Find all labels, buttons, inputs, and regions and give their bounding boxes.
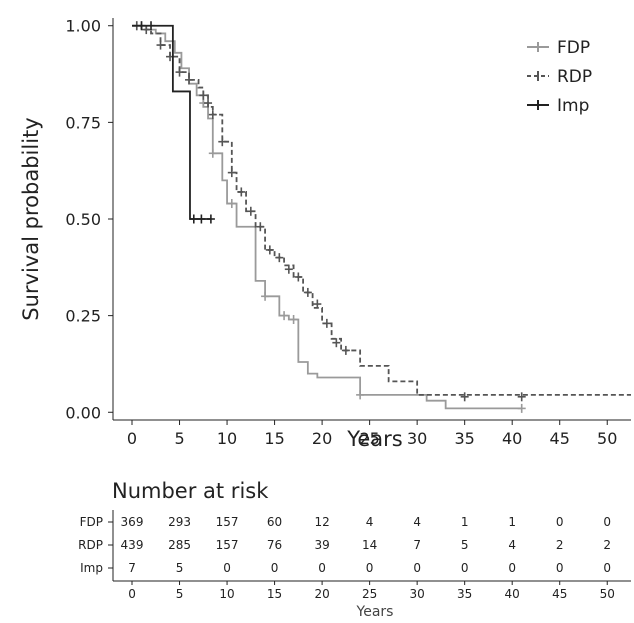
y-axis-title: Survival probability	[19, 117, 43, 320]
risk-cell: 0	[413, 561, 421, 575]
y-tick-label: 0.75	[65, 113, 101, 132]
risk-cell: 4	[366, 515, 374, 529]
risk-cell: 5	[176, 561, 184, 575]
risk-row-label: FDP	[80, 515, 103, 529]
risk-x-tick-label: 25	[362, 587, 377, 601]
legend-item-imp: Imp	[527, 96, 589, 116]
risk-cell: 0	[271, 561, 279, 575]
risk-cell: 0	[556, 561, 564, 575]
risk-cell: 0	[318, 561, 326, 575]
x-tick-label: 30	[407, 429, 427, 448]
risk-cell: 0	[223, 561, 231, 575]
risk-cell: 369	[121, 515, 144, 529]
risk-cell: 4	[508, 538, 516, 552]
risk-cell: 14	[362, 538, 377, 552]
legend-item-fdp: FDP	[527, 38, 590, 58]
risk-cell: 1	[461, 515, 469, 529]
series-imp	[132, 21, 215, 224]
risk-x-tick-label: 5	[176, 587, 184, 601]
y-tick-label: 0.50	[65, 210, 101, 229]
x-tick-label: 25	[359, 429, 379, 448]
x-tick-label: 5	[174, 429, 184, 448]
risk-cell: 0	[461, 561, 469, 575]
risk-cell: 0	[366, 561, 374, 575]
x-tick-label: 0	[127, 429, 137, 448]
risk-x-tick-label: 50	[600, 587, 615, 601]
risk-cell: 0	[508, 561, 516, 575]
y-tick-label: 1.00	[65, 17, 101, 36]
risk-cell: 439	[121, 538, 144, 552]
risk-cell: 76	[267, 538, 282, 552]
legend-label: FDP	[557, 38, 590, 58]
risk-x-tick-label: 0	[128, 587, 136, 601]
risk-x-tick-label: 45	[552, 587, 567, 601]
risk-cell: 0	[603, 515, 611, 529]
series-line-imp	[132, 24, 211, 220]
legend-item-rdp: RDP	[527, 67, 592, 87]
risk-cell: 2	[556, 538, 564, 552]
risk-x-tick-label: 20	[314, 587, 329, 601]
risk-cell: 293	[168, 515, 191, 529]
series-line-fdp	[132, 24, 522, 410]
risk-x-axis-title: Years	[356, 604, 394, 620]
risk-cell: 2	[603, 538, 611, 552]
y-tick-label: 0.00	[65, 403, 101, 422]
risk-cell: 12	[314, 515, 329, 529]
risk-cell: 4	[413, 515, 421, 529]
risk-table-title: Number at risk	[112, 479, 269, 503]
risk-x-tick-label: 40	[505, 587, 520, 601]
risk-cell: 0	[556, 515, 564, 529]
risk-x-tick-label: 10	[219, 587, 234, 601]
x-tick-label: 45	[550, 429, 570, 448]
x-tick-label: 35	[454, 429, 474, 448]
risk-row-label: Imp	[80, 561, 103, 575]
risk-cell: 7	[413, 538, 421, 552]
series-rdp	[132, 21, 631, 402]
survival-plot: 0.00 0.25 0.50 0.75 1.00 0 5 10 15 20 25 30 35 40 45 50…	[19, 17, 631, 451]
risk-cell: 5	[461, 538, 469, 552]
legend-label: RDP	[557, 67, 592, 87]
series-line-rdp	[132, 24, 631, 396]
risk-x-tick-label: 15	[267, 587, 282, 601]
risk-x-tick-label: 35	[457, 587, 472, 601]
risk-x-tick-label: 30	[410, 587, 425, 601]
x-tick-label: 20	[312, 429, 332, 448]
legend-label: Imp	[557, 96, 589, 116]
risk-cell: 157	[216, 515, 239, 529]
x-tick-label: 10	[217, 429, 237, 448]
risk-cell: 0	[603, 561, 611, 575]
risk-cell: 39	[314, 538, 329, 552]
x-tick-label: 40	[502, 429, 522, 448]
risk-cell: 7	[128, 561, 136, 575]
risk-row-label: RDP	[78, 538, 103, 552]
x-tick-label: 50	[597, 429, 617, 448]
risk-cell: 157	[216, 538, 239, 552]
risk-cell: 285	[168, 538, 191, 552]
x-tick-label: 15	[264, 429, 284, 448]
risk-cell: 1	[508, 515, 516, 529]
y-tick-label: 0.25	[65, 307, 101, 326]
x-axis-title: Years	[346, 427, 402, 451]
risk-cell: 60	[267, 515, 282, 529]
legend: FDP RDP Imp	[527, 38, 592, 116]
